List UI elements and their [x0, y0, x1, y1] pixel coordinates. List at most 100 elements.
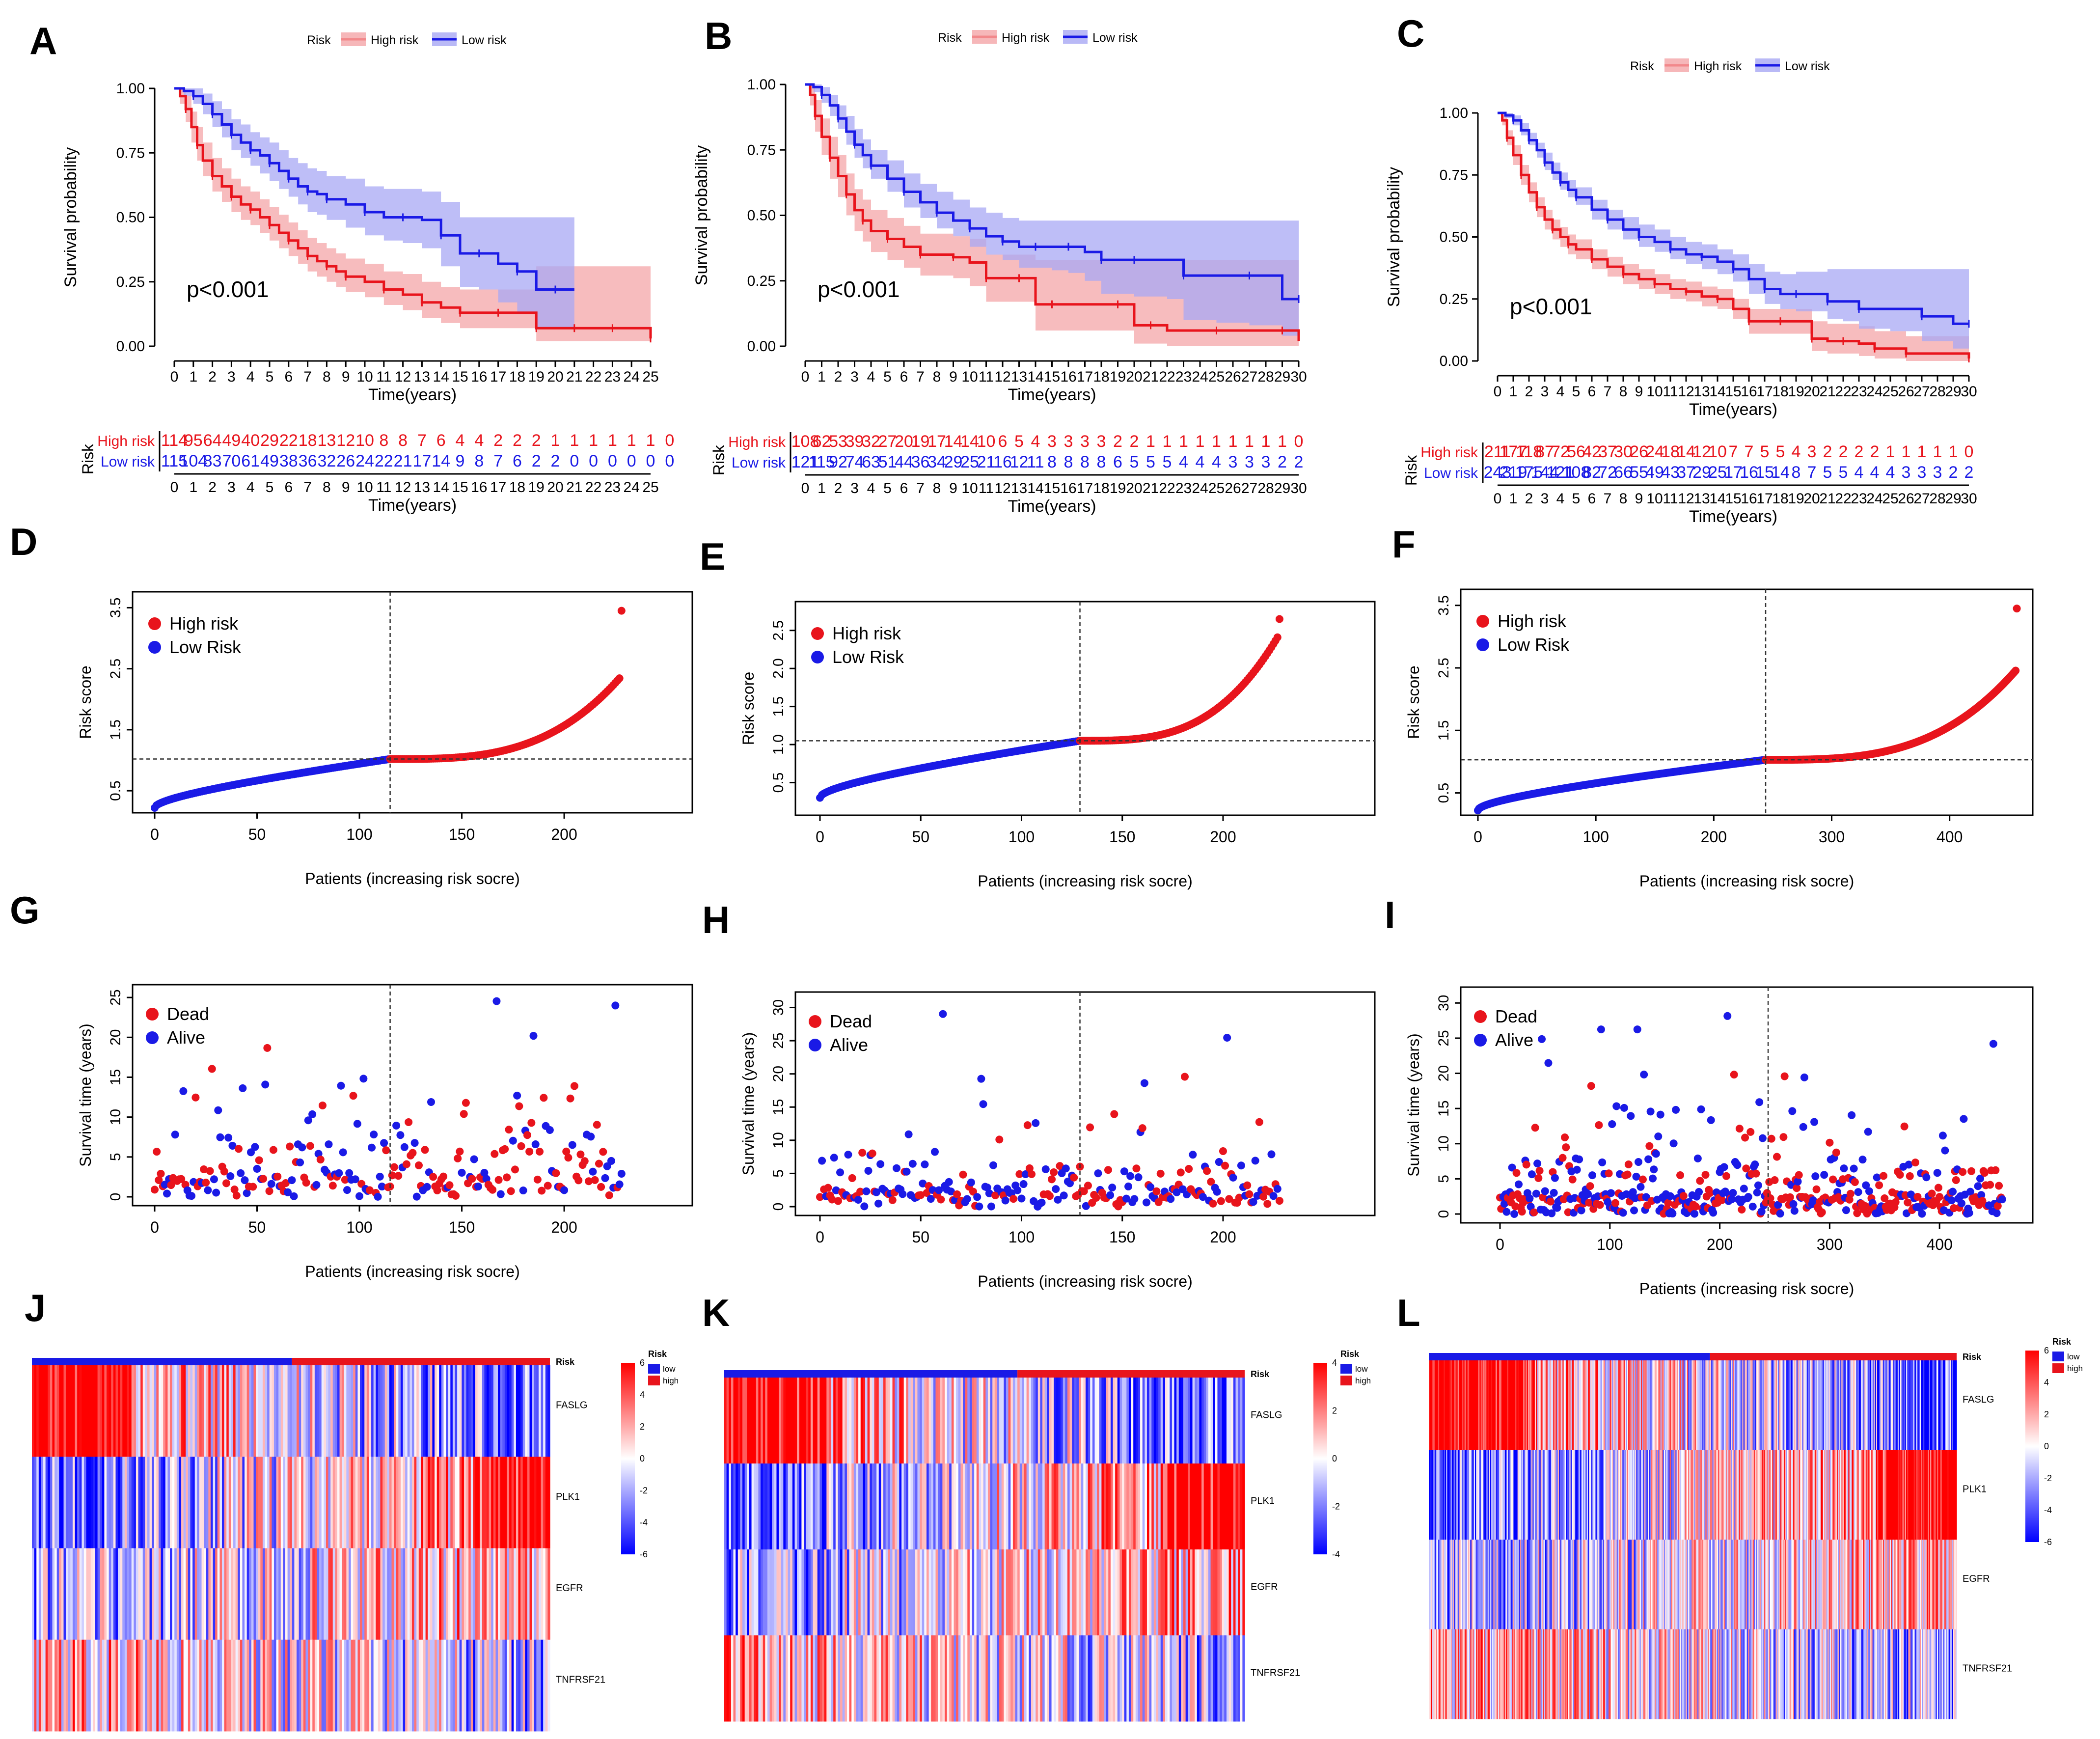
- heatmap-cell: [1800, 1360, 1801, 1450]
- heatmap-cell: [242, 1639, 245, 1732]
- km-x-tick-label: 9: [1635, 384, 1643, 400]
- heatmap-cell: [1609, 1360, 1610, 1450]
- rs-y-tick-label: 2.5: [770, 620, 787, 641]
- risk-table-low-count: 44: [895, 453, 913, 471]
- km-pvalue: p<0.001: [1510, 294, 1592, 319]
- heatmap-cell: [297, 1457, 300, 1548]
- heatmap-cell: [767, 1378, 770, 1464]
- heatmap-cell: [428, 1548, 431, 1640]
- heatmap-cell: [391, 1457, 394, 1548]
- heatmap-cell: [828, 1635, 832, 1722]
- heatmap-cell: [1499, 1360, 1501, 1450]
- heatmap-cell: [439, 1457, 442, 1548]
- heatmap-cell: [409, 1365, 412, 1457]
- heatmap-cell: [824, 1635, 827, 1722]
- heatmap-cell: [1140, 1635, 1143, 1722]
- heatmap-cell: [1538, 1360, 1540, 1450]
- heatmap-cell: [330, 1365, 333, 1457]
- heatmap-cell: [1190, 1378, 1193, 1464]
- heatmap-cell: [405, 1457, 408, 1548]
- heatmap-cell: [253, 1365, 256, 1457]
- st-point-alive: [345, 1169, 354, 1177]
- heatmap-cell: [396, 1548, 399, 1640]
- heatmap-cell: [845, 1463, 847, 1550]
- st-point-dead: [1219, 1147, 1227, 1156]
- st-point-dead: [517, 1142, 525, 1150]
- heatmap-cell: [831, 1378, 834, 1464]
- heatmap-cell: [960, 1549, 963, 1636]
- heatmap-cell: [1033, 1549, 1036, 1636]
- heatmap-scale-label: -2: [1332, 1502, 1340, 1512]
- heatmap-cell: [240, 1365, 243, 1457]
- heatmap-cell: [1821, 1360, 1822, 1450]
- heatmap-cell: [210, 1548, 214, 1640]
- heatmap-cell: [1231, 1549, 1234, 1636]
- st-point-dead: [1623, 1170, 1632, 1179]
- heatmap-cell: [432, 1639, 435, 1732]
- st-point-dead: [1993, 1202, 2002, 1210]
- heatmap-cell: [1725, 1360, 1727, 1450]
- heatmap-cell: [944, 1635, 948, 1722]
- heatmap-cell: [1773, 1360, 1775, 1450]
- heatmap-cell: [765, 1463, 768, 1550]
- heatmap-cell: [1669, 1360, 1671, 1450]
- st-point-alive: [1041, 1165, 1050, 1173]
- heatmap-cell: [1163, 1549, 1166, 1636]
- heatmap-cell: [292, 1548, 295, 1640]
- risk-table-low-count: 4: [1886, 463, 1895, 482]
- km-x-tick-label: 19: [1788, 384, 1804, 400]
- heatmap-cell: [491, 1365, 494, 1457]
- heatmap-cell: [1802, 1360, 1804, 1450]
- st-point-alive: [239, 1084, 247, 1092]
- heatmap-cell: [1810, 1360, 1812, 1450]
- risk-table-low-count: 36: [911, 453, 930, 471]
- st-point-dead: [433, 1186, 441, 1194]
- heatmap-cell: [865, 1635, 868, 1722]
- km-y-tick-label: 0.25: [1440, 291, 1468, 307]
- km-x-tick-label: 21: [1819, 384, 1835, 400]
- heatmap-cell: [788, 1549, 791, 1636]
- heatmap-cell: [145, 1365, 148, 1457]
- heatmap-cell: [391, 1639, 394, 1732]
- heatmap-cell: [507, 1365, 510, 1457]
- heatmap-cell: [500, 1365, 503, 1457]
- st-point-dead: [1730, 1071, 1738, 1079]
- heatmap-cell: [1602, 1360, 1604, 1450]
- heatmap-cell: [1029, 1463, 1032, 1550]
- heatmap-cell: [910, 1549, 913, 1636]
- heatmap-cell: [1174, 1378, 1177, 1464]
- heatmap-cell: [321, 1457, 324, 1548]
- heatmap-cell: [1878, 1360, 1880, 1450]
- st-point-alive: [1642, 1193, 1650, 1201]
- heatmap-cell: [1031, 1635, 1034, 1722]
- heatmap-scale-label: 6: [640, 1358, 645, 1368]
- heatmap-cell: [161, 1548, 164, 1640]
- heatmap-cell: [249, 1548, 252, 1640]
- st-point-alive: [1013, 1186, 1022, 1194]
- heatmap-cell: [297, 1365, 300, 1457]
- heatmap-cell: [502, 1639, 505, 1732]
- heatmap-cell: [813, 1463, 816, 1550]
- heatmap-cell: [1929, 1360, 1931, 1450]
- heatmap-cell: [72, 1639, 76, 1732]
- km-x-tick-label: 19: [528, 369, 545, 385]
- risk-table-x-tick-label: 19: [1788, 491, 1804, 507]
- st-point-dead: [456, 1147, 464, 1156]
- heatmap-cell: [1067, 1378, 1070, 1464]
- heatmap-cell: [1787, 1360, 1789, 1450]
- heatmap-cell: [903, 1378, 906, 1464]
- heatmap-cell: [1090, 1549, 1093, 1636]
- heatmap-cell: [1178, 1635, 1181, 1722]
- heatmap-cell: [1128, 1549, 1132, 1636]
- heatmap-cell: [1696, 1360, 1698, 1450]
- heatmap-cell: [1660, 1360, 1662, 1450]
- heatmap-cell: [1847, 1360, 1849, 1450]
- risk-table-x-tick-label: 5: [883, 480, 892, 497]
- heatmap-cell: [1466, 1360, 1468, 1450]
- km-y-tick-label: 0.00: [116, 338, 145, 355]
- st-point-alive: [1790, 1207, 1799, 1215]
- risk-table-high-count: 1: [1949, 442, 1958, 461]
- risk-table-high-count: 37: [1598, 442, 1617, 461]
- heatmap-cell: [965, 1378, 968, 1464]
- heatmap-cell: [246, 1548, 249, 1640]
